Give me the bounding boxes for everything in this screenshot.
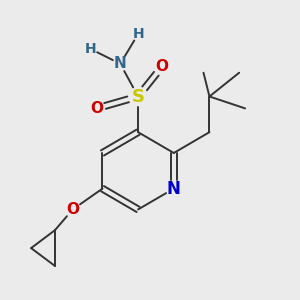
Text: H: H: [132, 27, 144, 41]
Text: O: O: [155, 59, 168, 74]
Text: N: N: [114, 56, 127, 71]
Text: H: H: [85, 42, 96, 56]
Text: O: O: [90, 101, 103, 116]
Text: N: N: [167, 180, 181, 198]
Text: S: S: [132, 88, 145, 106]
Text: O: O: [66, 202, 79, 217]
